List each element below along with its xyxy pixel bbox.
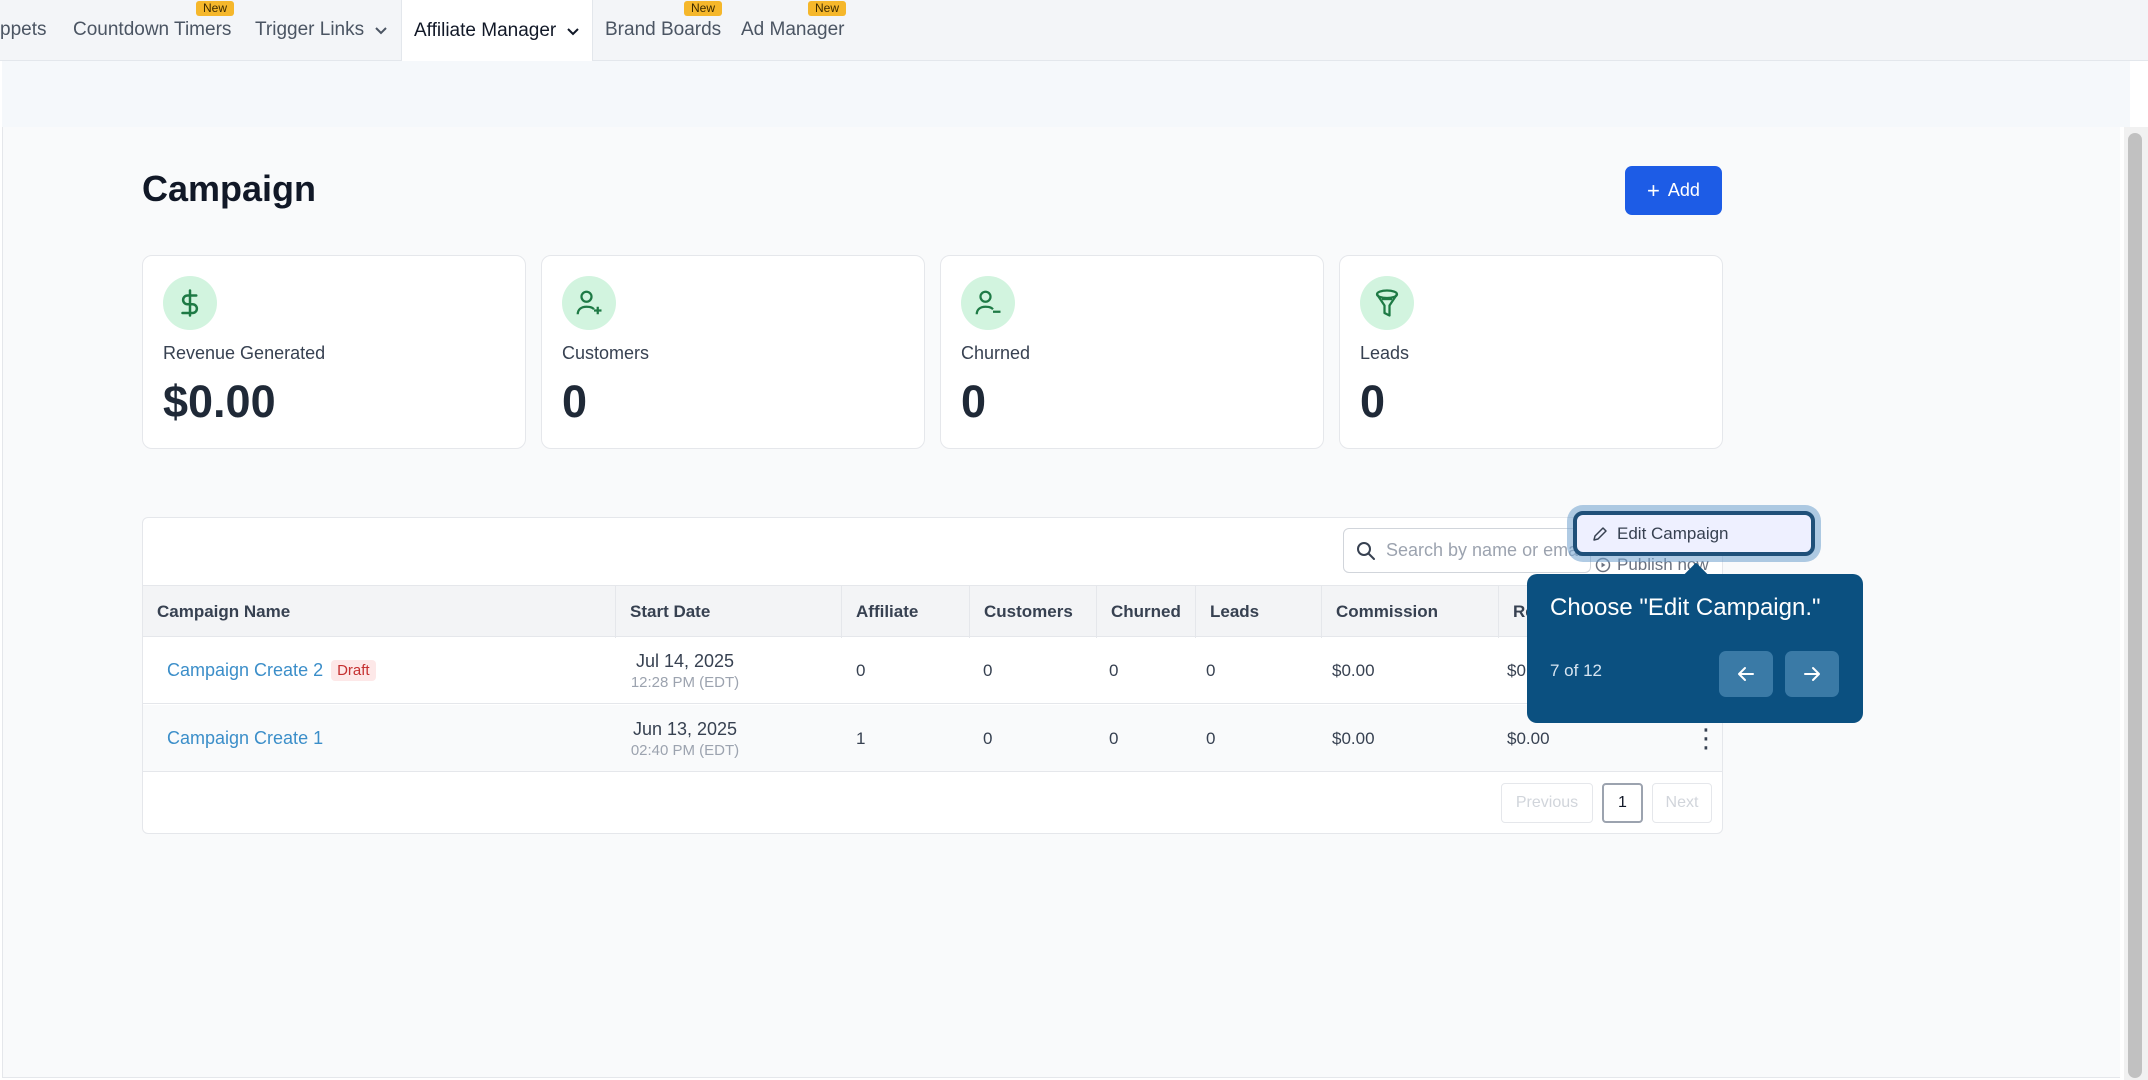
start-time: 12:28 PM (EDT) xyxy=(630,673,740,691)
user-plus-icon xyxy=(562,276,616,330)
nav-item-label: Countdown Timers xyxy=(73,19,232,40)
affiliate-cell: 1 xyxy=(856,728,866,748)
column-header[interactable]: Campaign Name xyxy=(157,602,291,621)
menu-item-edit-campaign[interactable]: Edit Campaign xyxy=(1573,511,1815,556)
dollar-icon xyxy=(163,276,217,330)
nav-item-label: Ad Manager xyxy=(741,19,845,40)
campaign-name: Campaign Create 2 xyxy=(167,660,324,680)
nav-item-countdown-timers[interactable]: Countdown Timers xyxy=(73,0,231,60)
search-input[interactable]: Search by name or email xyxy=(1343,528,1591,573)
add-button-label: Add xyxy=(1667,180,1700,200)
leads-cell: 0 xyxy=(1206,728,1216,748)
stat-value: $0.00 xyxy=(163,376,276,427)
stat-card-revenue: Revenue Generated $0.00 xyxy=(142,255,526,449)
stat-label: Revenue Generated xyxy=(163,343,326,363)
start-date-cell: Jun 13, 2025 02:40 PM (EDT) xyxy=(607,705,763,772)
pencil-icon xyxy=(1593,526,1607,541)
chevron-down-icon xyxy=(567,27,579,35)
table-header: Campaign Name Start Date Affiliate Custo… xyxy=(143,585,1722,638)
next-page-button[interactable]: Next xyxy=(1652,783,1712,823)
column-header[interactable]: Start Date xyxy=(615,586,710,638)
start-date: Jul 14, 2025 xyxy=(635,650,735,671)
tooltip-back-button[interactable] xyxy=(1719,651,1773,697)
column-header[interactable]: Affiliate xyxy=(841,586,918,638)
revenue-cell: $0.00 xyxy=(1507,728,1550,748)
stat-value: 0 xyxy=(1360,376,1386,427)
start-date: Jun 13, 2025 xyxy=(632,718,738,739)
arrow-right-icon xyxy=(1804,667,1820,681)
customers-cell: 0 xyxy=(983,728,993,748)
campaign-name-link[interactable]: Campaign Create 2 Draft xyxy=(167,637,376,704)
stat-value: 0 xyxy=(562,376,588,427)
table-row: Campaign Create 1 Jun 13, 2025 02:40 PM … xyxy=(143,705,1722,772)
new-badge: New xyxy=(808,1,847,16)
new-badge: New xyxy=(684,1,723,16)
nav-item-label: Trigger Links xyxy=(255,19,365,40)
column-header[interactable]: Churned xyxy=(1096,586,1181,638)
scrollbar[interactable] xyxy=(2124,127,2148,1080)
commission-cell: $0.00 xyxy=(1332,728,1375,748)
nav-item-label: Brand Boards xyxy=(605,19,722,40)
churned-cell: 0 xyxy=(1109,728,1119,748)
churned-cell: 0 xyxy=(1109,660,1119,680)
top-nav: ppets Countdown Timers New Trigger Links… xyxy=(0,0,2148,61)
stat-label: Leads xyxy=(1360,343,1410,363)
commission-cell: $0.00 xyxy=(1332,660,1375,680)
nav-item-brand-boards[interactable]: Brand Boards xyxy=(605,0,721,60)
column-header[interactable]: Leads xyxy=(1195,586,1259,638)
arrow-left-icon xyxy=(1738,667,1754,681)
nav-item-ad-manager[interactable]: Ad Manager xyxy=(741,0,845,60)
column-header[interactable]: Customers xyxy=(969,586,1073,638)
tooltip-step-counter: 7 of 12 xyxy=(1550,661,1602,680)
plus-icon: + xyxy=(1647,177,1660,203)
tooltip-message: Choose "Edit Campaign." xyxy=(1550,594,1821,621)
scrollbar-thumb[interactable] xyxy=(2128,133,2142,1078)
page-title: Campaign xyxy=(142,168,317,209)
menu-item-publish-now[interactable]: Publish now xyxy=(1595,555,1709,575)
revenue-cell: $0 xyxy=(1507,660,1526,680)
status-badge: Draft xyxy=(331,660,376,681)
stat-card-leads: Leads 0 xyxy=(1339,255,1723,449)
menu-item-label: Publish now xyxy=(1617,555,1709,574)
stat-card-churned: Churned 0 xyxy=(940,255,1324,449)
nav-item-label: ppets xyxy=(0,19,47,40)
tooltip-next-button[interactable] xyxy=(1785,651,1839,697)
previous-page-button[interactable]: Previous xyxy=(1501,783,1593,823)
stat-card-customers: Customers 0 xyxy=(541,255,925,449)
user-minus-icon xyxy=(961,276,1015,330)
stat-label: Churned xyxy=(961,343,1031,363)
nav-item-trigger-links[interactable]: Trigger Links xyxy=(255,0,388,60)
more-actions-icon[interactable]: ⋮ xyxy=(1693,723,1719,753)
nav-item-label: Affiliate Manager xyxy=(414,19,557,41)
leads-cell: 0 xyxy=(1206,660,1216,680)
menu-item-label: Edit Campaign xyxy=(1617,523,1729,543)
page-number-button[interactable]: 1 xyxy=(1602,783,1643,823)
guide-tooltip: Choose "Edit Campaign." 7 of 12 xyxy=(1527,574,1863,723)
stat-value: 0 xyxy=(961,376,987,427)
search-icon xyxy=(1357,541,1375,560)
play-circle-icon xyxy=(1595,557,1611,573)
nav-item-snippets[interactable]: ppets xyxy=(0,0,46,60)
stat-label: Customers xyxy=(562,343,650,363)
add-button[interactable]: + Add xyxy=(1625,166,1722,215)
column-header[interactable]: Commission xyxy=(1321,586,1438,638)
search-placeholder: Search by name or email xyxy=(1386,540,1587,560)
nav-item-affiliate-manager[interactable]: Affiliate Manager xyxy=(401,0,594,61)
customers-cell: 0 xyxy=(983,660,993,680)
table-row: Campaign Create 2 Draft Jul 14, 2025 12:… xyxy=(143,637,1722,704)
campaign-name-link[interactable]: Campaign Create 1 xyxy=(167,705,323,772)
campaign-name: Campaign Create 1 xyxy=(167,728,324,748)
new-badge: New xyxy=(196,1,235,16)
funnel-icon xyxy=(1360,276,1414,330)
start-date-cell: Jul 14, 2025 12:28 PM (EDT) xyxy=(607,637,763,704)
chevron-down-icon xyxy=(375,27,387,35)
start-time: 02:40 PM (EDT) xyxy=(630,741,740,759)
sub-toolbar xyxy=(2,61,2130,127)
affiliate-cell: 0 xyxy=(856,660,866,680)
